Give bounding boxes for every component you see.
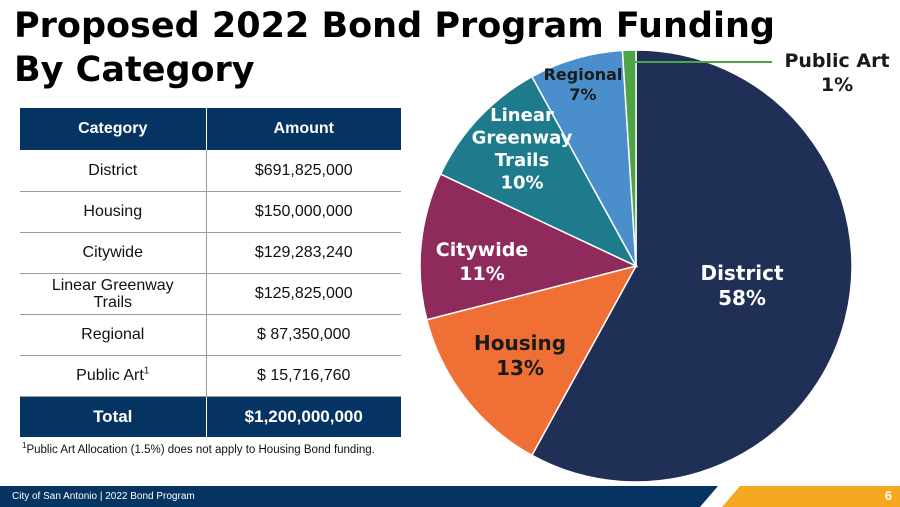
amount-cell: $691,825,000 — [206, 150, 401, 192]
amount-cell: $ 15,716,760 — [206, 355, 401, 397]
pie-slice-housing — [425, 264, 638, 457]
category-cell: District — [20, 150, 207, 192]
pie-slice-citywide — [419, 173, 639, 321]
pie-label-public-art: Public Art 1% — [784, 50, 889, 96]
category-cell: Housing — [20, 191, 207, 233]
table-row: Linear Greenway Trails $125,825,000 — [20, 273, 401, 315]
funding-table: Category Amount District $691,825,000 Ho… — [20, 108, 401, 437]
footnote: 1Public Art Allocation (1.5%) does not a… — [22, 441, 422, 456]
amount-cell: $150,000,000 — [206, 191, 401, 233]
footer-navy-band — [0, 486, 718, 507]
category-cell: Public Art1 — [20, 355, 207, 397]
pie-chart: District 58% Housing 13% Citywide 11% Linear Gr… — [419, 49, 890, 483]
footnote-marker: 1 — [22, 441, 27, 451]
table-row: Public Art1 $ 15,716,760 — [20, 355, 401, 397]
category-cell: Linear Greenway Trails — [20, 273, 207, 315]
table-row: Housing $150,000,000 — [20, 191, 401, 233]
category-cell-text: Linear Greenway Trails — [51, 276, 174, 311]
column-header-category: Category — [20, 108, 207, 150]
pie-label-housing: Housing 13% — [474, 331, 566, 380]
title-line-2: By Category — [14, 50, 255, 90]
pie-label-citywide: Citywide 11% — [436, 239, 528, 285]
footnote-text: Public Art Allocation (1.5%) does not ap… — [26, 444, 375, 456]
table-row: District $691,825,000 — [20, 150, 401, 192]
amount-cell: $ 87,350,000 — [206, 314, 401, 356]
amount-cell: $129,283,240 — [206, 232, 401, 274]
table-header-row: Category Amount — [20, 108, 401, 150]
total-label: Total — [20, 396, 207, 437]
title-line-1: Proposed 2022 Bond Program Funding — [14, 6, 775, 46]
category-cell: Citywide — [20, 232, 207, 274]
pie-slice-linear-greenway-trails — [439, 75, 638, 268]
table-total-row: Total $1,200,000,000 — [20, 396, 401, 437]
category-cell: Regional — [20, 314, 207, 356]
total-amount: $1,200,000,000 — [206, 396, 401, 437]
footer-text: City of San Antonio | 2022 Bond Program — [12, 491, 195, 502]
pie-slice-district — [530, 49, 853, 483]
footer-bar — [0, 486, 900, 507]
pie-label-district: District 58% — [700, 261, 783, 310]
column-header-amount: Amount — [206, 108, 401, 150]
pie-slice-public-art — [621, 49, 637, 267]
amount-cell: $125,825,000 — [206, 273, 401, 315]
pie-label-linear-greenway-trails: Linear Greenway Trails 10% — [472, 105, 573, 194]
footer-accent-band — [722, 486, 900, 507]
table-row: Citywide $129,283,240 — [20, 232, 401, 274]
page-title: Proposed 2022 Bond Program Funding By Ca… — [14, 4, 804, 92]
pie-label-regional: Regional 7% — [544, 65, 623, 104]
category-cell-text: Public Art — [76, 367, 144, 384]
page-number: 6 — [884, 488, 892, 503]
footnote-marker: 1 — [143, 365, 150, 377]
table-row: Regional $ 87,350,000 — [20, 314, 401, 356]
